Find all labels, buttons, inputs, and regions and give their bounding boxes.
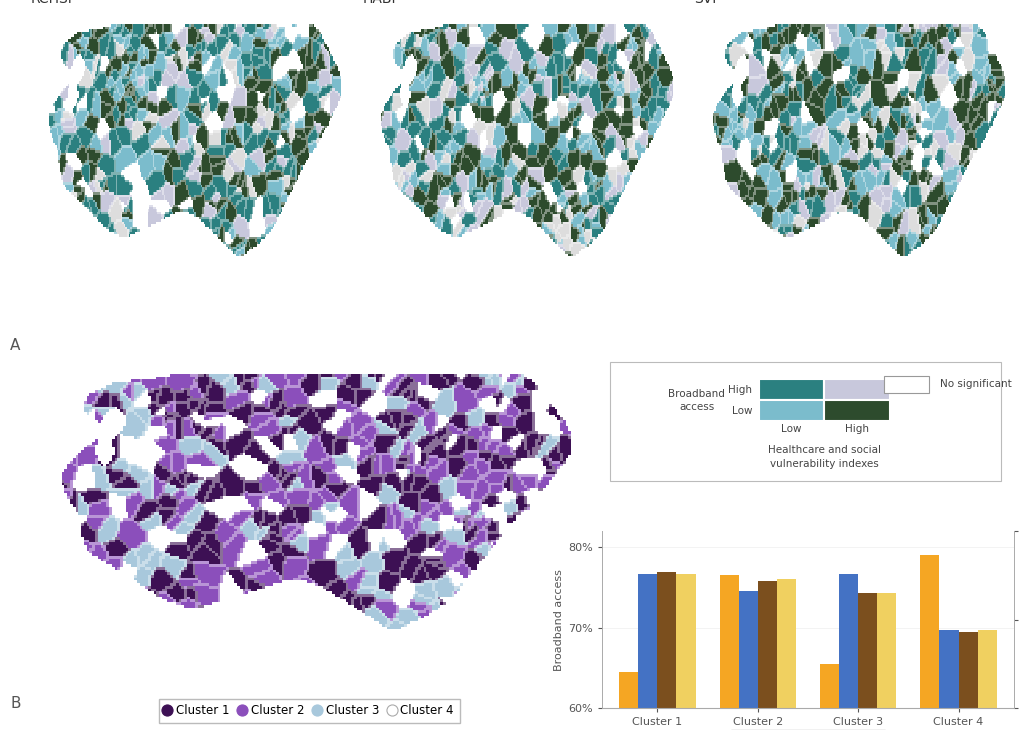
Bar <box>657 572 677 730</box>
Bar <box>958 632 978 730</box>
Text: High: High <box>846 424 869 434</box>
Text: SVI: SVI <box>694 0 717 6</box>
Y-axis label: Broadband access: Broadband access <box>554 569 564 671</box>
Text: Broadband
access: Broadband access <box>669 388 725 412</box>
Bar <box>638 574 657 730</box>
Bar <box>921 556 939 730</box>
Bar <box>759 379 824 400</box>
Text: A: A <box>10 339 20 353</box>
Text: RCHSI: RCHSI <box>31 0 73 6</box>
Bar <box>759 400 824 421</box>
Bar <box>878 593 896 730</box>
Bar <box>839 574 858 730</box>
Text: No significant: No significant <box>940 380 1012 389</box>
Text: Low: Low <box>781 424 802 434</box>
Text: B: B <box>10 696 20 711</box>
Bar <box>620 672 638 730</box>
Bar <box>824 400 890 421</box>
Bar <box>978 630 996 730</box>
FancyBboxPatch shape <box>610 362 1001 481</box>
Text: Healthcare and social
vulnerability indexes: Healthcare and social vulnerability inde… <box>768 445 881 469</box>
Bar <box>858 593 878 730</box>
Text: HABI: HABI <box>362 0 396 6</box>
Legend: Cluster 1, Cluster 2, Cluster 3, Cluster 4: Cluster 1, Cluster 2, Cluster 3, Cluster… <box>159 699 460 723</box>
Bar <box>677 574 695 730</box>
Bar <box>738 591 758 730</box>
Text: Low: Low <box>732 406 753 416</box>
Bar <box>884 376 930 393</box>
Bar <box>824 379 890 400</box>
Bar <box>820 664 839 730</box>
Bar <box>939 630 958 730</box>
Text: High: High <box>728 385 753 395</box>
Bar <box>720 575 738 730</box>
Bar <box>777 579 796 730</box>
Bar <box>758 580 777 730</box>
